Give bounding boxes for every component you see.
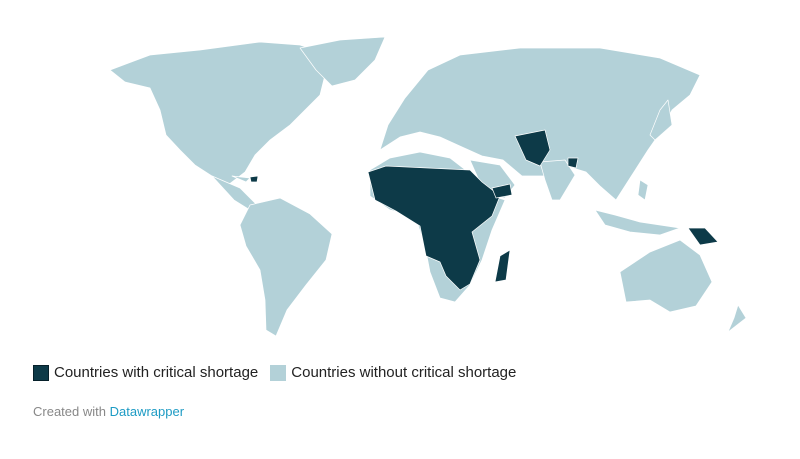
legend-label: Countries with critical shortage xyxy=(54,364,259,381)
legend-swatch-critical xyxy=(33,364,49,381)
central-america[interactable] xyxy=(211,175,257,211)
madagascar[interactable] xyxy=(494,249,511,283)
credit-prefix: Created with xyxy=(33,404,106,419)
datawrapper-link[interactable]: Datawrapper xyxy=(109,404,185,419)
papua-new-guinea[interactable] xyxy=(687,227,719,246)
yemen[interactable] xyxy=(491,183,513,199)
sub-saharan-africa[interactable] xyxy=(367,165,501,291)
legend-label: Countries without critical shortage xyxy=(291,364,517,381)
india[interactable] xyxy=(539,159,576,201)
legend-item-critical: Countries with critical shortage xyxy=(33,364,258,381)
afghanistan-pakistan[interactable] xyxy=(514,129,551,167)
legend: Countries with critical shortage Countri… xyxy=(33,364,528,381)
credit: Created with Datawrapper xyxy=(33,404,184,419)
south-america[interactable] xyxy=(239,197,333,337)
caribbean[interactable] xyxy=(231,175,251,183)
legend-item-non-critical: Countries without critical shortage xyxy=(270,364,516,381)
critical-countries xyxy=(249,129,719,291)
haiti[interactable] xyxy=(249,175,259,183)
bangladesh[interactable] xyxy=(567,157,579,169)
north-america[interactable] xyxy=(109,41,331,186)
eurasia[interactable] xyxy=(379,47,701,201)
new-zealand[interactable] xyxy=(727,304,747,333)
philippines[interactable] xyxy=(637,179,649,201)
indonesia[interactable] xyxy=(594,209,681,236)
japan[interactable] xyxy=(649,99,673,141)
world-map xyxy=(109,36,747,337)
greenland[interactable] xyxy=(299,36,386,87)
australia[interactable] xyxy=(619,239,713,313)
legend-swatch-non-critical xyxy=(270,364,287,381)
